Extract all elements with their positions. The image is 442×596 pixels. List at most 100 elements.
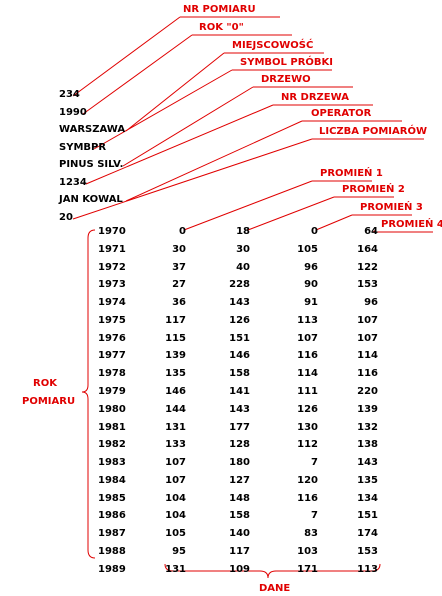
header-connector: [72, 138, 313, 220]
value-cell: 127: [229, 475, 250, 486]
value-cell: 180: [229, 457, 250, 468]
year-cell: 1978: [98, 368, 126, 379]
value-cell: 146: [229, 350, 250, 361]
value-cell: 116: [297, 350, 318, 361]
year-cell: 1989: [98, 564, 126, 575]
year-cell: 1972: [98, 262, 126, 273]
value-cell: 107: [297, 333, 318, 344]
value-cell: 134: [357, 493, 378, 504]
value-cell: 135: [357, 475, 378, 486]
year-cell: 1977: [98, 350, 126, 361]
value-cell: 104: [165, 493, 186, 504]
value-cell: 131: [165, 422, 186, 433]
value-cell: 228: [229, 279, 250, 290]
value-cell: 143: [229, 404, 250, 415]
year-cell: 1979: [98, 386, 126, 397]
header-connector: [122, 86, 254, 167]
value-cell: 30: [172, 244, 186, 255]
value-cell: 36: [172, 297, 186, 308]
value-cell: 7: [311, 510, 318, 521]
value-cell: 146: [165, 386, 186, 397]
value-cell: 109: [229, 564, 250, 575]
value-cell: 135: [165, 368, 186, 379]
value-cell: 116: [357, 368, 378, 379]
header-label: NR DRZEWA: [281, 92, 349, 103]
header-connector: [82, 34, 193, 115]
value-cell: 107: [357, 315, 378, 326]
value-cell: 148: [229, 493, 250, 504]
header-value: 1990: [59, 107, 87, 118]
value-cell: 151: [357, 510, 378, 521]
value-cell: 40: [236, 262, 250, 273]
header-connector: [125, 120, 303, 202]
value-cell: 128: [229, 439, 250, 450]
value-cell: 113: [297, 315, 318, 326]
value-cell: 122: [357, 262, 378, 273]
value-cell: 18: [236, 226, 250, 237]
value-cell: 171: [297, 564, 318, 575]
radius-connector: [372, 229, 377, 233]
year-cell: 1973: [98, 279, 126, 290]
header-connector: [85, 104, 274, 185]
value-cell: 112: [297, 439, 318, 450]
value-cell: 151: [229, 333, 250, 344]
value-cell: 105: [165, 528, 186, 539]
value-cell: 90: [304, 279, 318, 290]
header-label: NR POMIARU: [183, 4, 256, 15]
header-value: SYMBPR: [59, 142, 107, 153]
value-cell: 143: [229, 297, 250, 308]
value-cell: 220: [357, 386, 378, 397]
year-cell: 1981: [98, 422, 126, 433]
value-cell: 0: [311, 226, 318, 237]
radius-label: PROMIEŃ 4: [381, 219, 442, 230]
header-value: PINUS SILV.: [59, 159, 124, 170]
year-cell: 1987: [98, 528, 126, 539]
header-label: DRZEWO: [261, 74, 311, 85]
value-cell: 133: [165, 439, 186, 450]
value-cell: 158: [229, 368, 250, 379]
header-connector: [72, 16, 181, 97]
year-cell: 1980: [98, 404, 126, 415]
value-cell: 96: [364, 297, 378, 308]
value-cell: 153: [357, 546, 378, 557]
header-value: 20: [59, 212, 73, 223]
value-cell: 37: [172, 262, 186, 273]
year-cell: 1983: [98, 457, 126, 468]
radius-connector: [183, 180, 313, 231]
header-value: WARSZAWA: [59, 124, 126, 135]
value-cell: 126: [297, 404, 318, 415]
value-cell: 7: [311, 457, 318, 468]
radius-label: PROMIEŃ 2: [342, 184, 405, 195]
header-label: LICZBA POMIARÓW: [319, 126, 427, 137]
year-cell: 1988: [98, 546, 126, 557]
value-cell: 140: [229, 528, 250, 539]
value-cell: 111: [297, 386, 318, 397]
value-cell: 114: [357, 350, 378, 361]
value-cell: 115: [165, 333, 186, 344]
radius-label: PROMIEŃ 1: [320, 168, 383, 179]
header-label: ROK "0": [199, 22, 244, 33]
value-cell: 113: [357, 564, 378, 575]
value-cell: 177: [229, 422, 250, 433]
header-value: 234: [59, 89, 80, 100]
value-cell: 107: [165, 475, 186, 486]
value-cell: 91: [304, 297, 318, 308]
data-brace: [164, 563, 381, 579]
header-label: OPERATOR: [311, 108, 372, 119]
header-label: MIEJSCOWOŚĆ: [232, 40, 314, 51]
year-cell: 1982: [98, 439, 126, 450]
year-cell: 1984: [98, 475, 126, 486]
value-cell: 132: [357, 422, 378, 433]
year-cell: 1985: [98, 493, 126, 504]
radius-label: PROMIEŃ 3: [360, 202, 423, 213]
value-cell: 130: [297, 422, 318, 433]
value-cell: 117: [229, 546, 250, 557]
year-cell: 1974: [98, 297, 126, 308]
value-cell: 105: [297, 244, 318, 255]
header-value: JAN KOWAL: [59, 194, 123, 205]
value-cell: 141: [229, 386, 250, 397]
value-cell: 153: [357, 279, 378, 290]
value-cell: 103: [297, 546, 318, 557]
side-label-rok: ROK: [33, 378, 57, 389]
value-cell: 64: [364, 226, 378, 237]
